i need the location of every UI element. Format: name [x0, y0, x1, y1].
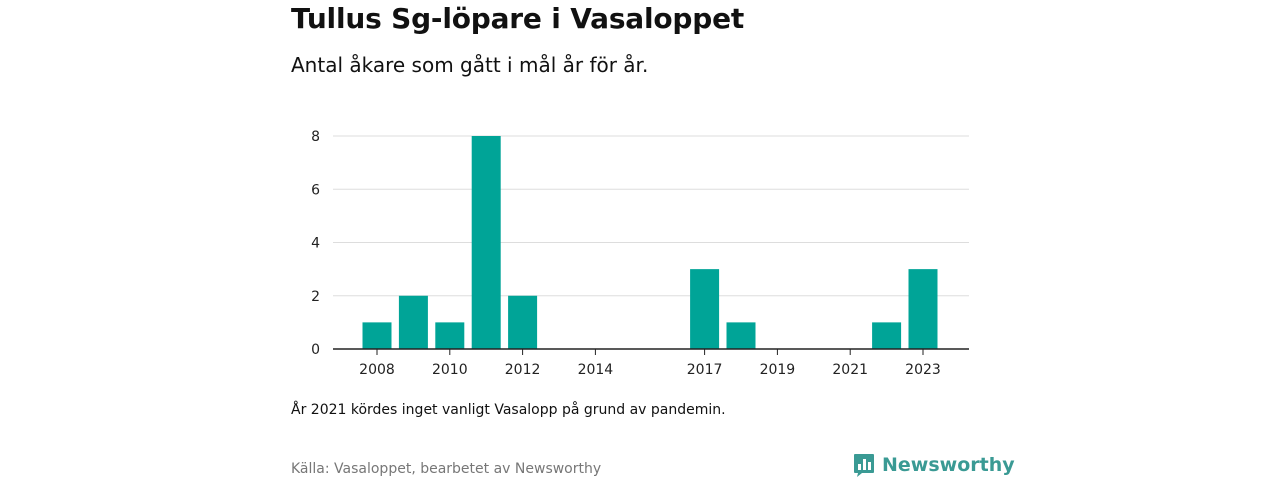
x-tick-label: 2012	[505, 362, 541, 378]
y-tick-label: 4	[311, 236, 320, 252]
bar	[435, 322, 465, 349]
bar	[508, 295, 538, 349]
x-tick-label: 2019	[760, 362, 796, 378]
bar	[908, 269, 938, 349]
bar	[726, 322, 756, 349]
bar	[690, 269, 720, 349]
x-tick-label: 2023	[905, 362, 941, 378]
x-tick-label: 2008	[359, 362, 395, 378]
source-text: Källa: Vasaloppet, bearbetet av Newswort…	[291, 461, 602, 477]
chart-subtitle: Antal åkare som gått i mål år för år.	[291, 53, 649, 77]
chart-note: År 2021 kördes inget vanligt Vasalopp på…	[291, 402, 726, 418]
x-tick-label: 2021	[832, 362, 868, 378]
x-tick-label: 2017	[687, 362, 723, 378]
x-tick-label: 2010	[432, 362, 468, 378]
bar	[362, 322, 392, 349]
y-tick-label: 2	[311, 289, 320, 305]
chart-title: Tullus Sg-löpare i Vasaloppet	[291, 2, 745, 35]
bar	[471, 136, 501, 349]
brand-name: Newsworthy	[882, 454, 1015, 476]
y-tick-label: 6	[311, 182, 320, 198]
x-tick-label: 2014	[578, 362, 614, 378]
brand-logo: Newsworthy	[853, 452, 1015, 478]
bar	[398, 295, 428, 349]
y-tick-label: 0	[311, 342, 320, 358]
bar-chart-speech-bubble-icon	[853, 453, 875, 477]
bar-chart: 0 2 4 6 8 2008 2010 2012 2014 2017 2019 2021 2023	[311, 129, 969, 378]
y-tick-label: 8	[311, 129, 320, 145]
bar	[872, 322, 902, 349]
